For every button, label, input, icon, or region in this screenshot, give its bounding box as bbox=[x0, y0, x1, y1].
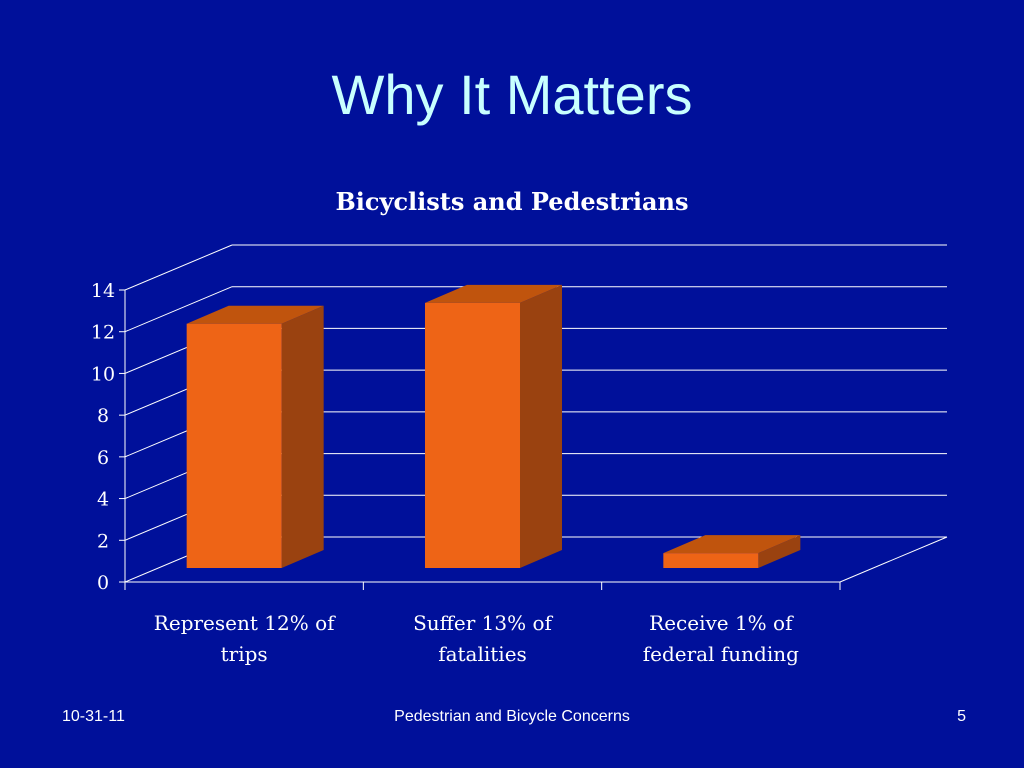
footer-date: 10-31-11 bbox=[62, 708, 125, 725]
bar-top bbox=[663, 535, 801, 554]
bar-front bbox=[425, 302, 520, 568]
y-tick-label: 0 bbox=[97, 572, 109, 594]
bar-side bbox=[520, 284, 562, 568]
y-tick-label: 12 bbox=[91, 322, 115, 344]
category-label-line: Receive 1% of bbox=[649, 611, 794, 635]
y-tick-label: 8 bbox=[97, 405, 109, 427]
y-tick-label: 6 bbox=[97, 447, 109, 469]
chart-bars bbox=[186, 284, 801, 568]
category-label-line: Represent 12% of bbox=[154, 611, 336, 635]
y-tick-label: 4 bbox=[97, 489, 109, 511]
bar bbox=[425, 284, 562, 568]
category-label-line: fatalities bbox=[438, 642, 527, 666]
category-label: Represent 12% of trips bbox=[154, 611, 336, 666]
gridline-depth bbox=[124, 244, 233, 291]
page-number: 5 bbox=[957, 708, 966, 725]
bar-side bbox=[758, 535, 801, 568]
y-tick-label: 10 bbox=[91, 363, 115, 385]
bar-side bbox=[281, 305, 324, 568]
chart-title: Bicyclists and Pedestrians bbox=[335, 187, 688, 216]
footer-title: Pedestrian and Bicycle Concerns bbox=[394, 708, 630, 725]
category-label: Suffer 13% of fatalities bbox=[413, 611, 553, 666]
bar-front bbox=[663, 553, 759, 568]
chart-labels: 0 2 4 6 8 10 12 14 Represent 12% of trips Suffer 1… bbox=[91, 280, 799, 666]
category-label-line: Suffer 13% of bbox=[413, 611, 553, 635]
slide-title: Why It Matters bbox=[331, 63, 693, 126]
category-label-line: federal funding bbox=[643, 642, 799, 666]
y-tick-label: 2 bbox=[97, 530, 109, 552]
y-tick-label: 14 bbox=[91, 280, 115, 302]
bar-top bbox=[425, 284, 562, 303]
bar bbox=[663, 535, 801, 568]
category-label: Receive 1% of federal funding bbox=[643, 611, 799, 666]
bar-front bbox=[186, 323, 282, 568]
category-label-line: trips bbox=[221, 642, 268, 666]
bar bbox=[186, 305, 324, 568]
chart-grid bbox=[119, 244, 948, 590]
bar-top bbox=[186, 305, 324, 324]
gridline-depth bbox=[124, 286, 233, 333]
floor-right-edge bbox=[839, 536, 948, 583]
